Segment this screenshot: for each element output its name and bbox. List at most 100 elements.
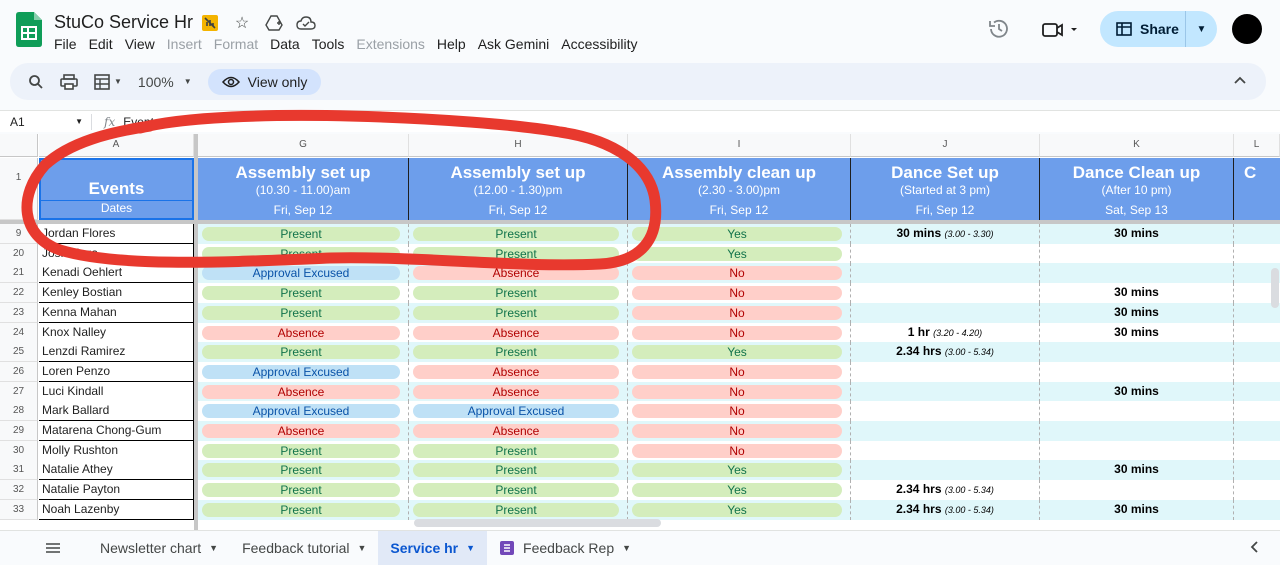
attendance-cell[interactable]: No: [628, 323, 851, 343]
attendance-cell[interactable]: No: [628, 421, 851, 441]
dance-setup-cell[interactable]: 2.34 hrs (3.00 - 5.34): [851, 500, 1040, 520]
version-history-icon[interactable]: [988, 18, 1010, 40]
attendance-cell[interactable]: Present: [198, 224, 409, 244]
dance-cleanup-cell[interactable]: [1040, 362, 1234, 382]
dance-cleanup-cell[interactable]: [1040, 263, 1234, 283]
attendance-cell[interactable]: Present: [409, 441, 628, 461]
document-title[interactable]: StuCo Service Hr: [54, 12, 194, 32]
format-options-icon[interactable]: ▼: [94, 73, 122, 90]
header-assembly-setup-2[interactable]: Assembly set up (12.00 - 1.30)pm Fri, Se…: [409, 158, 628, 220]
attendance-cell[interactable]: Yes: [628, 500, 851, 520]
print-icon[interactable]: [60, 73, 78, 90]
attendance-cell[interactable]: No: [628, 441, 851, 461]
column-header-h[interactable]: H: [409, 134, 628, 157]
events-header-cell[interactable]: Events Dates: [39, 158, 194, 220]
dance-setup-cell[interactable]: [851, 421, 1040, 441]
column-header-k[interactable]: K: [1040, 134, 1234, 157]
attendance-cell[interactable]: Absence: [409, 263, 628, 283]
menu-tools[interactable]: Tools: [311, 36, 345, 52]
dance-setup-cell[interactable]: [851, 283, 1040, 303]
collapse-toolbar-icon[interactable]: [1234, 73, 1246, 87]
row-header[interactable]: 26: [0, 362, 38, 382]
dance-cleanup-cell[interactable]: 30 mins: [1040, 382, 1234, 402]
meet-call-icon[interactable]: [1042, 21, 1082, 39]
attendance-cell[interactable]: Approval Excused: [198, 362, 409, 382]
avatar[interactable]: [1232, 14, 1262, 44]
all-sheets-icon[interactable]: [46, 540, 74, 556]
attendance-cell[interactable]: No: [628, 303, 851, 323]
dance-setup-cell[interactable]: 1 hr (3.20 - 4.20): [851, 323, 1040, 343]
attendance-cell[interactable]: Present: [409, 342, 628, 362]
dance-cleanup-cell[interactable]: [1040, 480, 1234, 500]
dance-cleanup-cell[interactable]: 30 mins: [1040, 323, 1234, 343]
dance-setup-cell[interactable]: [851, 401, 1040, 421]
dance-cleanup-cell[interactable]: [1040, 421, 1234, 441]
name-cell[interactable]: Loren Penzo: [39, 362, 194, 382]
menu-view[interactable]: View: [124, 36, 155, 52]
row-header[interactable]: 20: [0, 244, 38, 264]
attendance-cell[interactable]: Absence: [198, 323, 409, 343]
column-header-a[interactable]: A: [39, 134, 194, 157]
dance-setup-cell[interactable]: [851, 382, 1040, 402]
dance-setup-cell[interactable]: [851, 263, 1040, 283]
sheet-tab-service-hr[interactable]: Service hr ▼: [378, 530, 488, 565]
header-assembly-cleanup[interactable]: Assembly clean up (2.30 - 3.00)pm Fri, S…: [628, 158, 851, 220]
attendance-cell[interactable]: Approval Excused: [198, 263, 409, 283]
column-header-j[interactable]: J: [851, 134, 1040, 157]
dance-setup-cell[interactable]: [851, 441, 1040, 461]
partial-cell[interactable]: [1234, 283, 1280, 303]
attendance-cell[interactable]: No: [628, 263, 851, 283]
row-header[interactable]: 33: [0, 500, 38, 520]
menu-file[interactable]: File: [54, 36, 77, 52]
name-cell[interactable]: Luci Kindall: [39, 382, 194, 402]
attendance-cell[interactable]: Absence: [409, 362, 628, 382]
attendance-cell[interactable]: Present: [409, 244, 628, 264]
dance-cleanup-cell[interactable]: [1040, 441, 1234, 461]
row-header[interactable]: 22: [0, 283, 38, 303]
attendance-cell[interactable]: Present: [198, 500, 409, 520]
name-cell[interactable]: Molly Rushton: [39, 441, 194, 461]
partial-cell[interactable]: [1234, 480, 1280, 500]
attendance-cell[interactable]: Approval Excused: [198, 401, 409, 421]
partial-cell[interactable]: [1234, 421, 1280, 441]
header-assembly-setup-1[interactable]: Assembly set up (10.30 - 11.00)am Fri, S…: [198, 158, 409, 220]
name-cell[interactable]: Noah Lazenby: [39, 500, 194, 520]
column-header-l[interactable]: L: [1234, 134, 1280, 157]
attendance-cell[interactable]: Absence: [198, 382, 409, 402]
attendance-cell[interactable]: Present: [409, 224, 628, 244]
name-cell[interactable]: Natalie Athey: [39, 460, 194, 480]
attendance-cell[interactable]: Present: [198, 303, 409, 323]
dance-setup-cell[interactable]: 30 mins (3.00 - 3.30): [851, 224, 1040, 244]
menu-accessibility[interactable]: Accessibility: [561, 36, 638, 52]
partial-cell[interactable]: [1234, 303, 1280, 323]
row-header[interactable]: 27: [0, 382, 38, 402]
attendance-cell[interactable]: Present: [198, 480, 409, 500]
dance-cleanup-cell[interactable]: [1040, 401, 1234, 421]
attendance-cell[interactable]: Absence: [409, 382, 628, 402]
row-header[interactable]: 25: [0, 342, 38, 362]
attendance-cell[interactable]: Yes: [628, 460, 851, 480]
partial-cell[interactable]: [1234, 263, 1280, 283]
name-cell[interactable]: Natalie Payton: [39, 480, 194, 500]
partial-cell[interactable]: [1234, 224, 1280, 244]
name-cell[interactable]: Kenna Mahan: [39, 303, 194, 323]
partial-cell[interactable]: [1234, 401, 1280, 421]
attendance-cell[interactable]: No: [628, 401, 851, 421]
dance-cleanup-cell[interactable]: [1040, 342, 1234, 362]
share-dropdown-icon[interactable]: ▼: [1196, 23, 1207, 35]
attendance-cell[interactable]: No: [628, 362, 851, 382]
attendance-cell[interactable]: Present: [409, 480, 628, 500]
vertical-scrollbar[interactable]: [1271, 268, 1279, 308]
attendance-cell[interactable]: Present: [198, 441, 409, 461]
partial-cell[interactable]: [1234, 500, 1280, 520]
header-dance-setup[interactable]: Dance Set up (Started at 3 pm) Fri, Sep …: [851, 158, 1040, 220]
row-header[interactable]: 30: [0, 441, 38, 461]
row-header[interactable]: 9: [0, 224, 38, 244]
star-icon[interactable]: ☆: [234, 15, 250, 32]
name-cell[interactable]: Kenadi Oehlert: [39, 263, 194, 283]
zoom-select[interactable]: 100% ▼: [138, 74, 192, 90]
attendance-cell[interactable]: Present: [409, 500, 628, 520]
row-header[interactable]: 32: [0, 480, 38, 500]
name-cell[interactable]: Jordan Flores: [39, 224, 194, 244]
attendance-cell[interactable]: No: [628, 283, 851, 303]
